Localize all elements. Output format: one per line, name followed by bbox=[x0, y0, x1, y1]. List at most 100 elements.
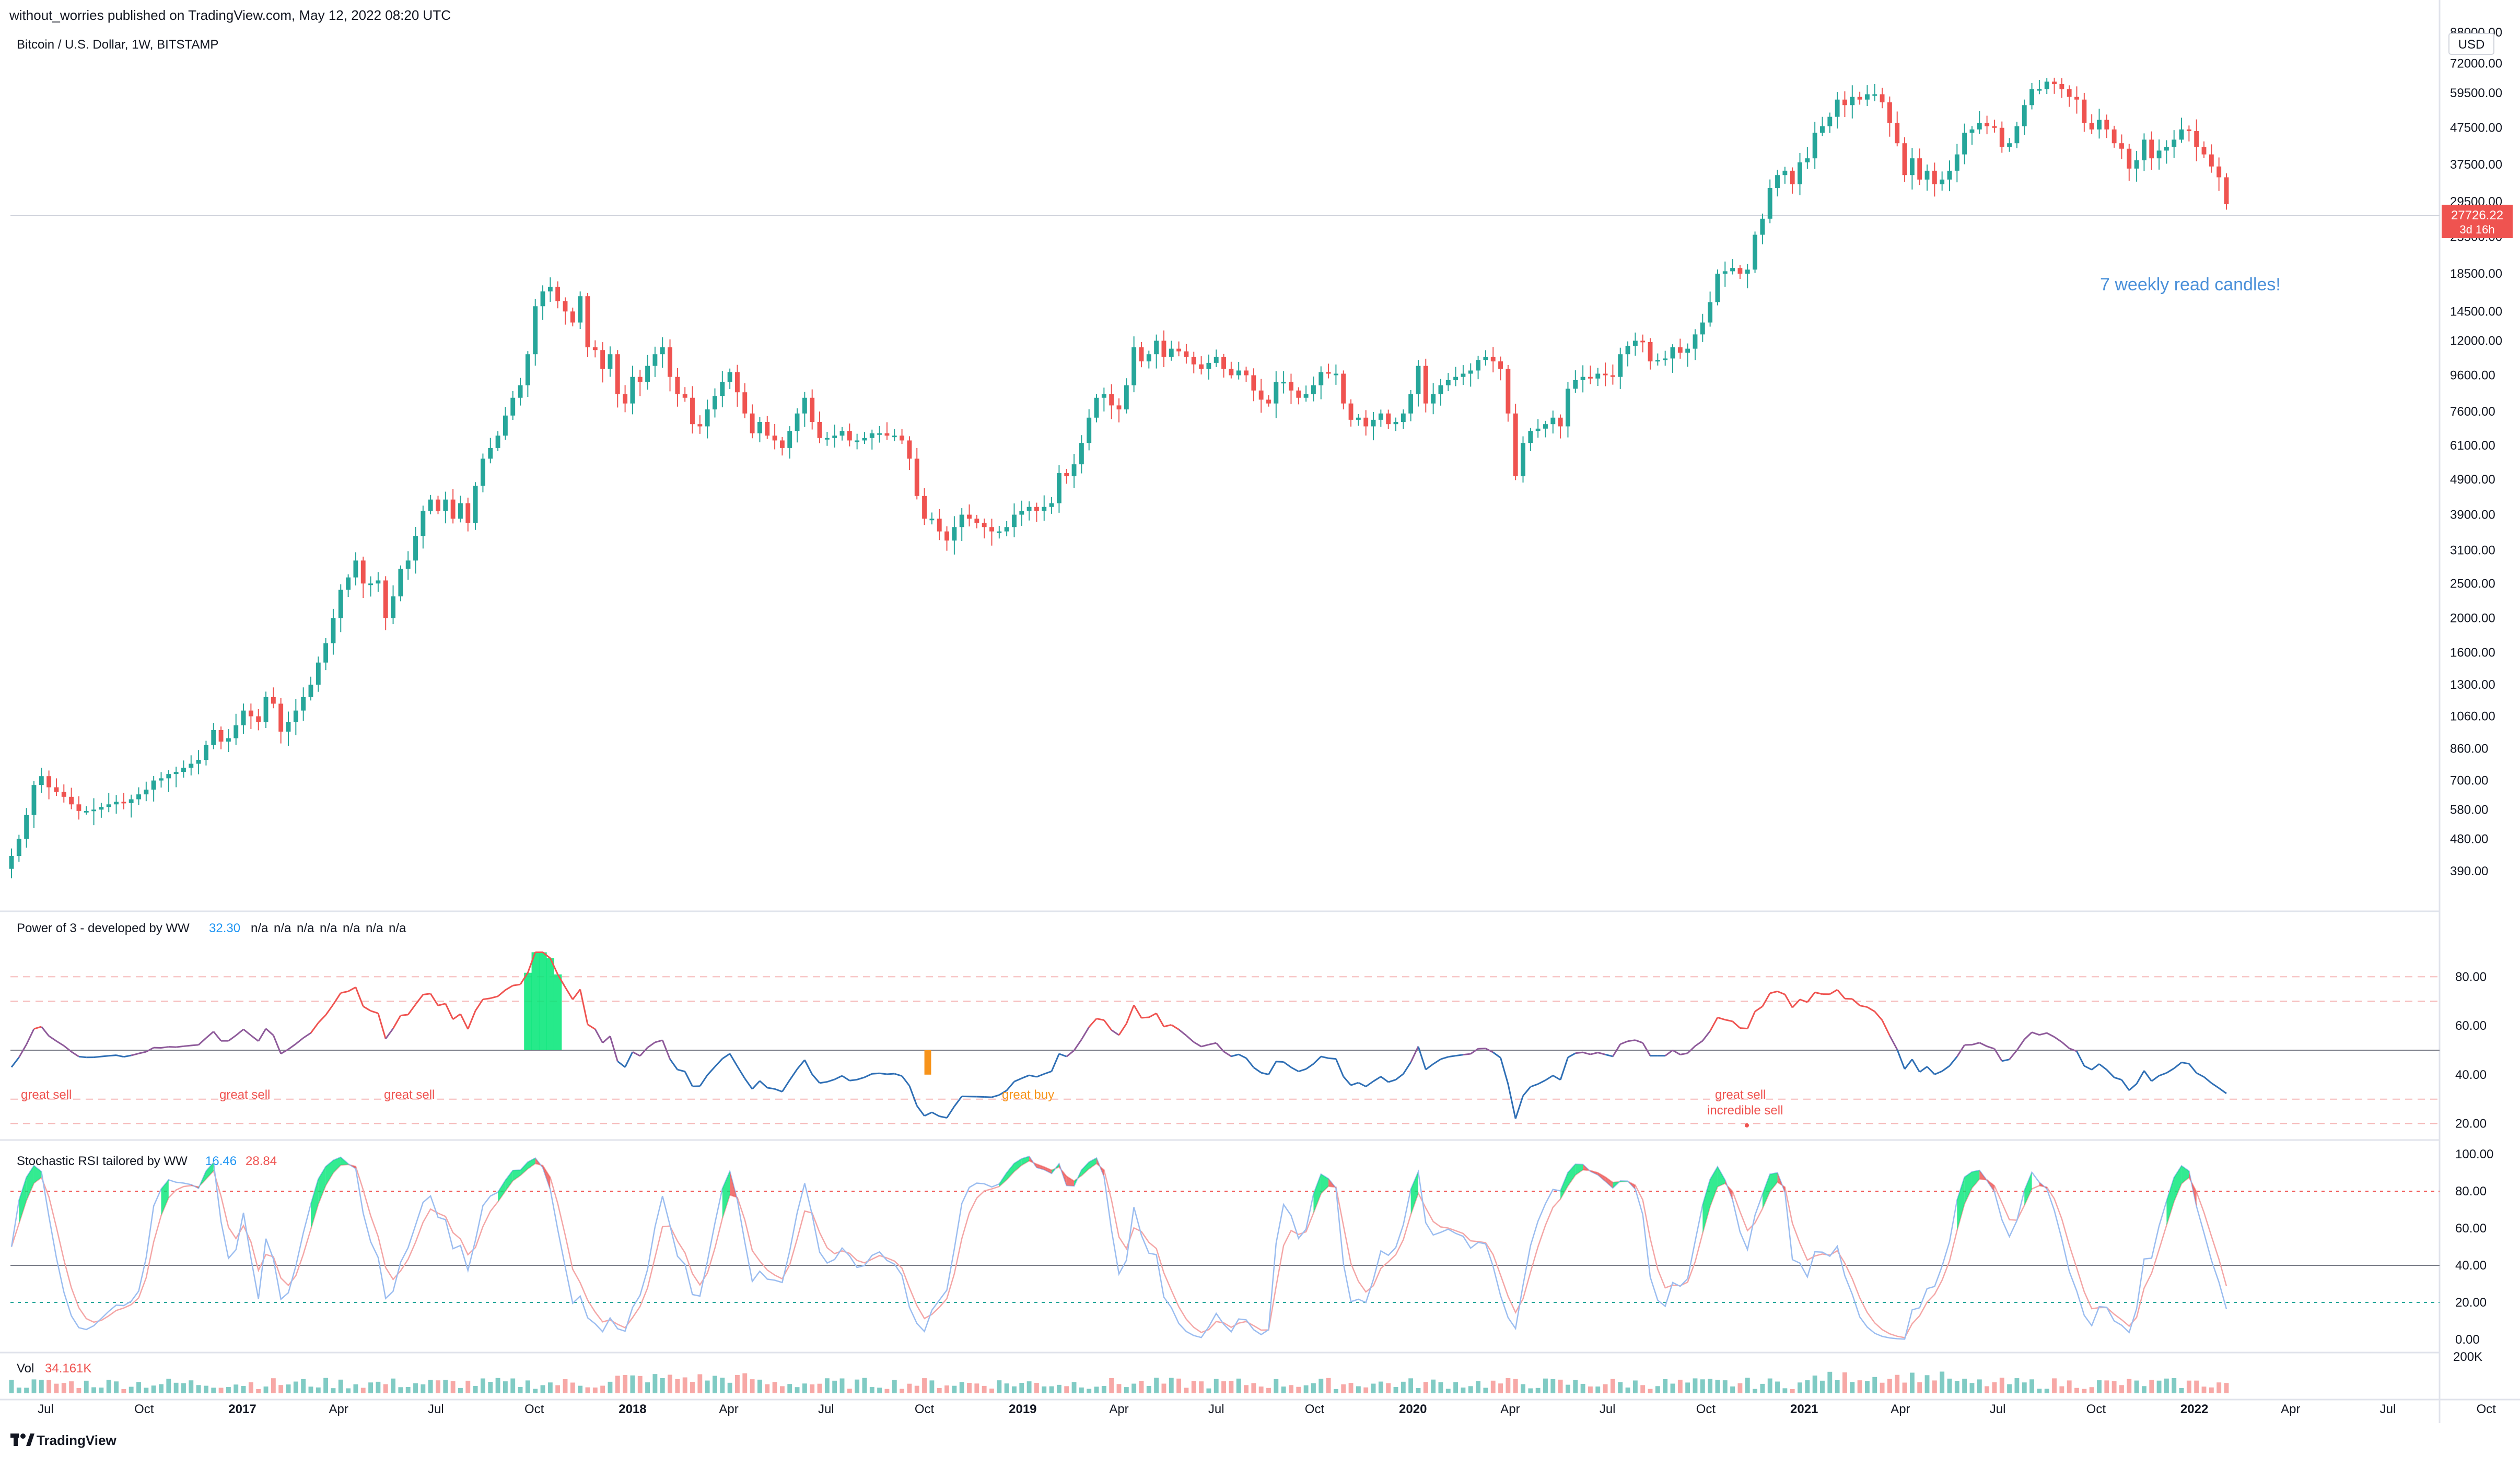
candle-body bbox=[1289, 382, 1293, 391]
volume-bar bbox=[1049, 1386, 1054, 1393]
time-axis-label: Oct bbox=[1305, 1402, 1325, 1416]
volume-bar bbox=[1363, 1387, 1369, 1393]
candle-body bbox=[1902, 143, 1907, 175]
candle-body bbox=[713, 396, 717, 409]
volume-bar bbox=[1019, 1383, 1024, 1393]
power-line-segment bbox=[1178, 1029, 1187, 1037]
price-axis-label: 860.00 bbox=[2450, 742, 2488, 756]
power-sell-bar bbox=[554, 974, 562, 1050]
volume-bar bbox=[540, 1385, 545, 1393]
candle-body bbox=[1199, 364, 1204, 369]
candle-body bbox=[2074, 97, 2079, 100]
power-line-segment bbox=[1889, 1035, 1898, 1050]
power-line-segment bbox=[2032, 1031, 2040, 1036]
power-line-segment bbox=[2024, 1031, 2033, 1040]
volume-bar bbox=[944, 1385, 949, 1393]
volume-bar bbox=[1985, 1386, 1990, 1393]
volume-bar bbox=[2149, 1380, 2154, 1393]
power-line-segment bbox=[1238, 1053, 1247, 1059]
candle-body bbox=[1932, 170, 1937, 184]
volume-bar bbox=[922, 1378, 927, 1393]
candle-body bbox=[907, 440, 912, 459]
candle-body bbox=[1767, 187, 1772, 219]
volume-bar bbox=[1603, 1384, 1608, 1393]
candle-body bbox=[503, 415, 508, 436]
candle-body bbox=[585, 296, 590, 348]
power-line-segment bbox=[826, 1078, 835, 1083]
power-line-segment bbox=[1746, 1011, 1756, 1029]
candle-body bbox=[181, 768, 186, 772]
power-line-segment bbox=[1245, 1058, 1255, 1068]
power-line-segment bbox=[1148, 1013, 1157, 1018]
stoch-bull-fill bbox=[1410, 1171, 1418, 1215]
power-axis-label: 80.00 bbox=[2455, 970, 2487, 984]
candle-body bbox=[1401, 413, 1406, 422]
power-line-segment bbox=[1051, 1053, 1060, 1072]
power-line-segment bbox=[2143, 1070, 2152, 1082]
volume-bars bbox=[9, 1371, 2229, 1393]
stoch-bull-fill bbox=[325, 1160, 333, 1185]
power-line-segment bbox=[483, 997, 491, 1001]
volume-bar bbox=[1775, 1381, 1780, 1393]
power-line-segment bbox=[1231, 1053, 1239, 1058]
power-na-label: n/a bbox=[366, 921, 383, 935]
candle-body bbox=[600, 350, 605, 369]
volume-bar bbox=[1767, 1378, 1772, 1393]
power-line-segment bbox=[2061, 1041, 2070, 1049]
candle-body bbox=[847, 431, 852, 441]
volume-bar bbox=[1625, 1387, 1630, 1393]
candle-body bbox=[1924, 170, 1930, 180]
candle-body bbox=[1715, 274, 1720, 302]
candle-body bbox=[226, 738, 231, 742]
volume-bar bbox=[1431, 1379, 1436, 1393]
candle-body bbox=[1087, 417, 1092, 443]
volume-bar bbox=[1131, 1383, 1137, 1393]
volume-bar bbox=[1161, 1383, 1166, 1393]
power-line-segment bbox=[707, 1066, 716, 1076]
power-line-segment bbox=[71, 1051, 79, 1058]
candle-body bbox=[869, 433, 874, 438]
stoch-bull-fill bbox=[199, 1171, 206, 1189]
power-line-segment bbox=[2106, 1069, 2115, 1078]
time-axis-label: Apr bbox=[1109, 1402, 1128, 1416]
power-line-segment bbox=[819, 1081, 827, 1084]
volume-bar bbox=[2007, 1384, 2012, 1393]
volume-bar bbox=[421, 1384, 426, 1393]
volume-bar bbox=[959, 1382, 964, 1393]
power-line-segment bbox=[183, 1044, 191, 1047]
candle-body bbox=[1550, 417, 1556, 425]
power-line-segment bbox=[460, 1013, 469, 1030]
time-axis-label: Apr bbox=[1500, 1402, 1520, 1416]
volume-bar bbox=[1146, 1385, 1151, 1393]
time-axis-label: Jul bbox=[428, 1402, 444, 1416]
power-line-segment bbox=[661, 1040, 671, 1060]
power-line-segment bbox=[2076, 1051, 2085, 1066]
volume-bar bbox=[2067, 1380, 2072, 1393]
power-line-segment bbox=[714, 1058, 723, 1067]
volume-bar bbox=[1221, 1381, 1226, 1393]
volume-bar bbox=[869, 1387, 874, 1393]
stoch-bear-fill bbox=[1328, 1179, 1336, 1189]
volume-bar bbox=[39, 1380, 44, 1393]
candle-body bbox=[473, 486, 478, 523]
candle-body bbox=[1056, 473, 1061, 503]
volume-bar bbox=[787, 1384, 792, 1393]
candle-body bbox=[2104, 120, 2109, 130]
power-line-segment bbox=[2114, 1076, 2122, 1081]
power-line-segment bbox=[2188, 1063, 2197, 1074]
power-line-segment bbox=[647, 1041, 656, 1049]
volume-bar bbox=[1311, 1383, 1316, 1393]
volume-bar bbox=[750, 1379, 755, 1393]
power-line-segment bbox=[213, 1031, 222, 1042]
stoch-bull-fill bbox=[1313, 1174, 1321, 1213]
volume-bar bbox=[2194, 1380, 2199, 1393]
power-line-segment bbox=[1672, 1049, 1681, 1055]
power-line-segment bbox=[1163, 1024, 1172, 1028]
candle-body bbox=[720, 382, 725, 396]
power-line-segment bbox=[999, 1089, 1007, 1096]
power-line-segment bbox=[1216, 1042, 1224, 1052]
candle-body bbox=[2127, 148, 2132, 169]
volume-bar bbox=[974, 1383, 979, 1393]
currency-badge[interactable] bbox=[2448, 33, 2494, 55]
